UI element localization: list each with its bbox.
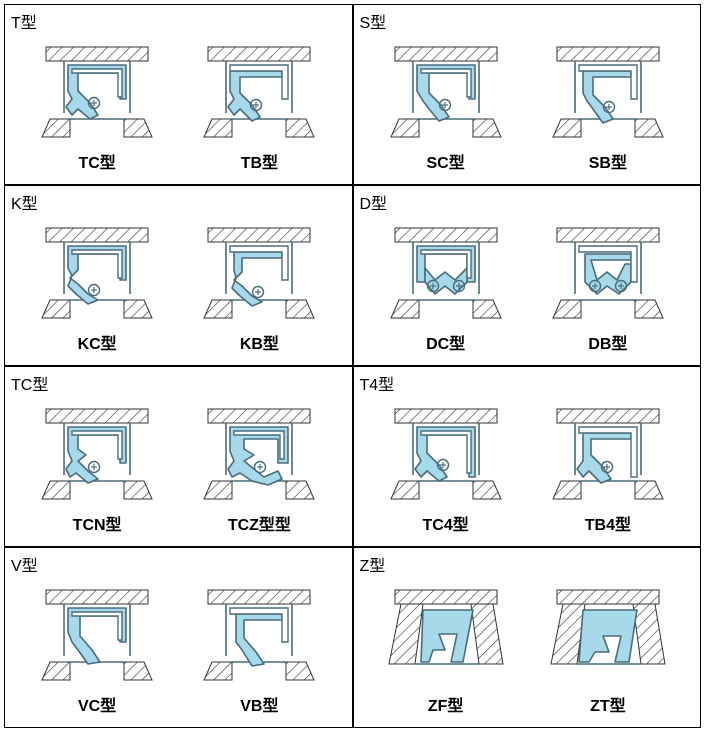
seal-diagram [32,224,162,324]
panel-items: TC4型 TB4型 [360,397,695,542]
seal-label: ZF型 [428,692,464,716]
panel-items: ZF型 ZT型 [360,578,695,723]
seal-item: TCZ型型 [183,405,335,535]
panel: D型 DC型 DB型 [353,185,702,366]
seal-diagram [543,586,673,686]
panel-items: SC型 SB型 [360,35,695,180]
seal-item: TC4型 [370,405,522,535]
seal-label: TC型 [78,149,115,173]
panel: T4型 TC4型 TB4型 [353,366,702,547]
seal-diagram [381,586,511,686]
seal-item: ZF型 [370,586,522,716]
seal-diagram [543,43,673,143]
seal-label: DB型 [588,330,627,354]
seal-diagram [32,405,162,505]
seal-item: TCN型 [21,405,173,535]
seal-label: VC型 [78,692,116,716]
seal-item: TB型 [183,43,335,173]
seal-item: SB型 [532,43,684,173]
panel-title: S型 [360,9,695,33]
seal-item: ZT型 [532,586,684,716]
panel-items: TC型 TB型 [11,35,346,180]
seal-diagram [32,586,162,686]
seal-label: TCZ型型 [228,511,291,535]
seal-diagram [381,43,511,143]
seal-label: VB型 [240,692,278,716]
seal-diagram [194,43,324,143]
seal-label: KC型 [78,330,117,354]
panel-items: KC型 KB型 [11,216,346,361]
seal-item: TB4型 [532,405,684,535]
seal-label: SC型 [427,149,465,173]
seal-item: VC型 [21,586,173,716]
panel-title: V型 [11,552,346,576]
panel: V型 VC型 VB型 [4,547,353,728]
panel-title: K型 [11,190,346,214]
panel-items: TCN型 TCZ型型 [11,397,346,542]
seal-item: DB型 [532,224,684,354]
seal-label: TB型 [241,149,278,173]
seal-diagram [381,405,511,505]
seal-item: SC型 [370,43,522,173]
seal-label: ZT型 [590,692,626,716]
seal-item: TC型 [21,43,173,173]
seal-label: DC型 [426,330,465,354]
seal-diagram [543,224,673,324]
seal-item: KC型 [21,224,173,354]
panel-title: TC型 [11,371,346,395]
panel: Z型 ZF型 ZT型 [353,547,702,728]
seal-diagram [194,224,324,324]
seal-label: TCN型 [73,511,122,535]
seal-diagram [194,586,324,686]
seal-diagram [194,405,324,505]
seal-type-grid: T型TC型TB型S型SC型SB型K型KC型KB型D型DC型DB型TC型TCN型T… [4,4,701,728]
seal-label: SB型 [589,149,627,173]
seal-diagram [543,405,673,505]
seal-diagram [381,224,511,324]
panel-title: D型 [360,190,695,214]
seal-label: TC4型 [423,511,469,535]
panel: TC型 TCN型 TCZ型型 [4,366,353,547]
panel-items: VC型 VB型 [11,578,346,723]
seal-item: VB型 [183,586,335,716]
panel-items: DC型 DB型 [360,216,695,361]
seal-item: DC型 [370,224,522,354]
seal-label: TB4型 [585,511,631,535]
panel: K型 KC型 KB型 [4,185,353,366]
panel-title: T4型 [360,371,695,395]
panel: T型 TC型 TB型 [4,4,353,185]
panel-title: T型 [11,9,346,33]
panel-title: Z型 [360,552,695,576]
seal-diagram [32,43,162,143]
panel: S型 SC型 SB型 [353,4,702,185]
seal-label: KB型 [240,330,279,354]
seal-item: KB型 [183,224,335,354]
